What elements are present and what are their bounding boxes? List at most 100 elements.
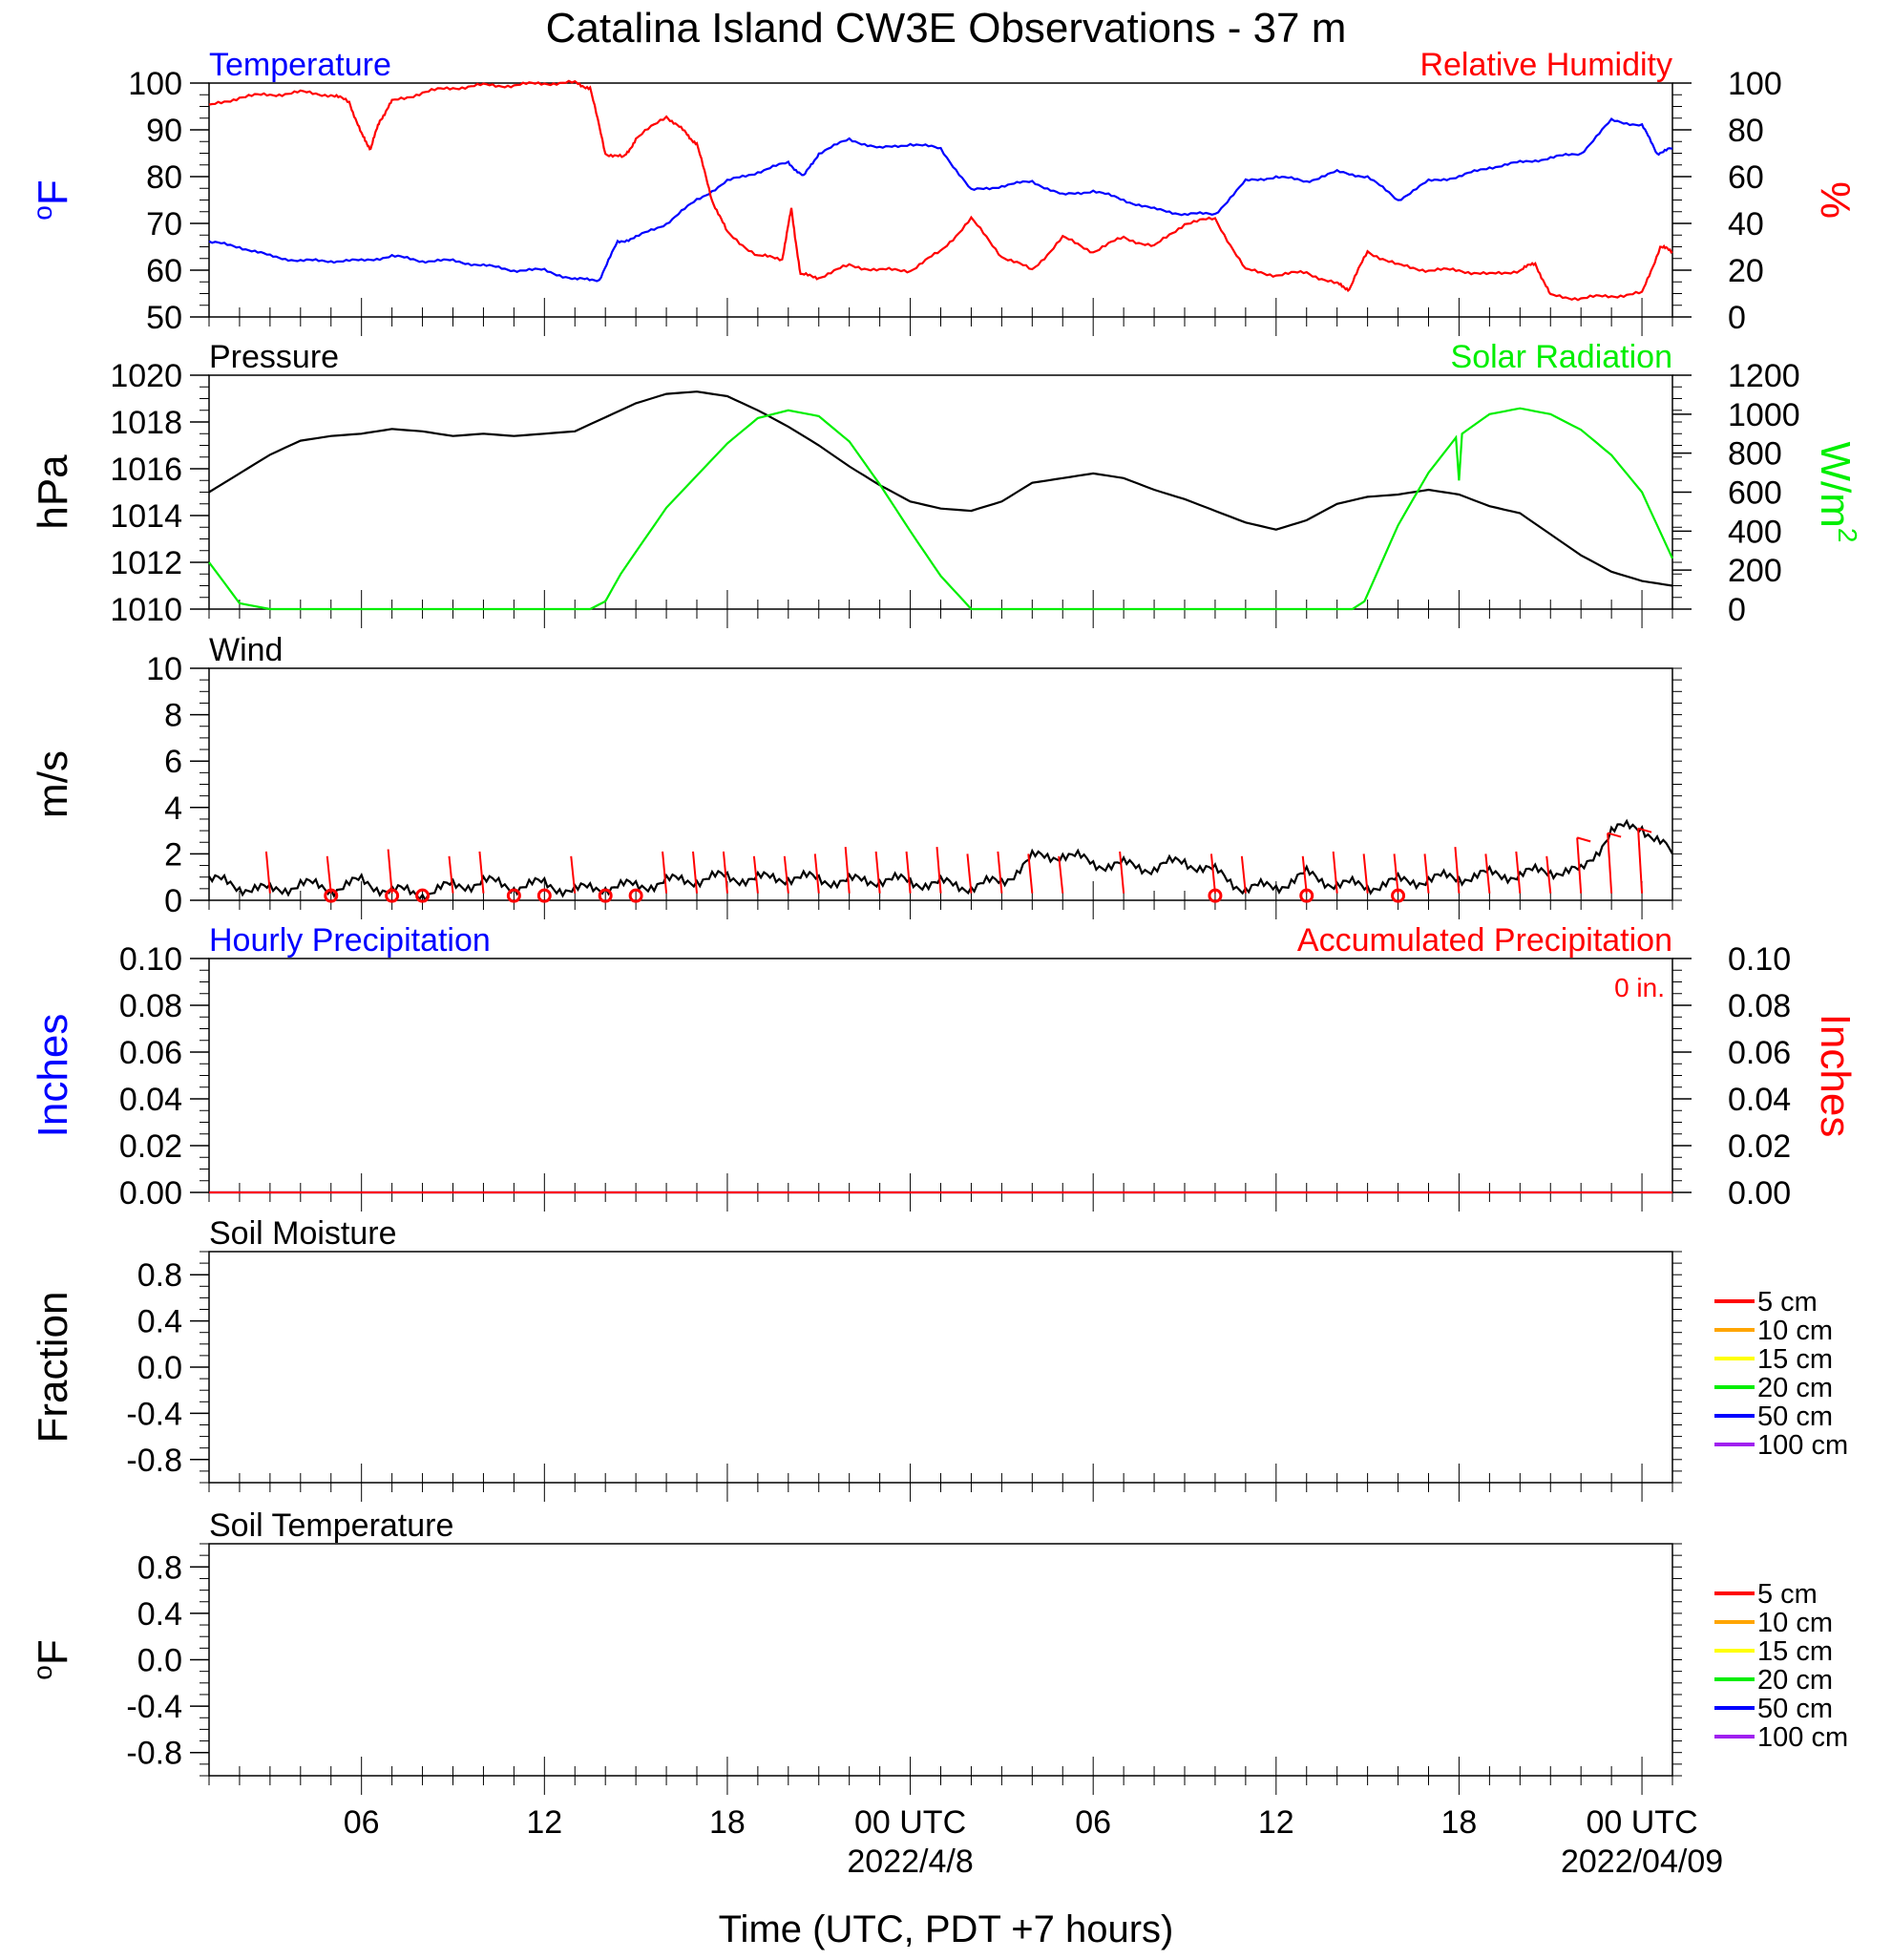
panel-wind: 0 2 4 6 8 10 Wind m/s [30, 632, 1682, 919]
legend-label: 10 cm [1757, 1316, 1833, 1346]
y2-tick-label: 40 [1728, 206, 1764, 242]
wind-barb-flag [1637, 827, 1652, 833]
plot-frame [208, 958, 1673, 1193]
panel-title-right: Solar Radiation [1451, 339, 1672, 375]
wind-barb [966, 854, 973, 894]
y-axis-label-right: % [1812, 181, 1859, 219]
calm-wind-marker [628, 888, 643, 903]
y-tick-label: 0.02 [119, 1128, 182, 1165]
wind-barb [905, 851, 912, 894]
y-tick-label: 1010 [110, 592, 182, 628]
calm-wind-marker [1208, 888, 1223, 903]
y-tick-label: 80 [146, 159, 182, 196]
wind-barb [1484, 854, 1491, 894]
wind-barb [1607, 832, 1613, 894]
legend-label: 10 cm [1757, 1608, 1833, 1638]
wind-barb [783, 855, 789, 894]
y-tick-label: 0.04 [119, 1082, 182, 1118]
y2-tick-label: 60 [1728, 159, 1764, 196]
wind-barb [1515, 851, 1522, 894]
wind-barb [844, 847, 851, 894]
series-line-relative-humidity [208, 79, 1673, 302]
y-tick-label: 0.8 [137, 1549, 182, 1586]
y-tick-label: 70 [146, 206, 182, 242]
page-title: Catalina Island CW3E Observations - 37 m [546, 5, 1347, 52]
panel-title-left: Pressure [209, 339, 339, 375]
y-tick-label: 8 [164, 698, 182, 734]
x-tick-label: 00 UTC [1586, 1804, 1697, 1841]
panel-title-left: Hourly Precipitation [209, 922, 491, 959]
x-axis-label: Time (UTC, PDT +7 hours) [719, 1908, 1174, 1950]
wind-barb [1119, 851, 1125, 894]
x-tick-label: 18 [709, 1804, 746, 1841]
y-tick-label: 50 [146, 300, 182, 336]
panel-title-left: Temperature [209, 47, 391, 83]
y-tick-label: 1012 [110, 545, 182, 581]
panel-title-left: Soil Temperature [209, 1507, 453, 1544]
y-tick-label: 6 [164, 744, 182, 780]
y-tick-label: 0.4 [137, 1304, 182, 1340]
calm-wind-marker [536, 888, 552, 903]
legend-label: 100 cm [1757, 1430, 1848, 1461]
y-tick-label: 100 [128, 66, 182, 102]
y2-tick-label: 1200 [1728, 358, 1800, 394]
x-tick-label: 00 UTC [854, 1804, 966, 1841]
x-date-label: 2022/4/8 [847, 1844, 973, 1880]
wind-barb [1576, 837, 1583, 894]
plot-frame [208, 667, 1673, 901]
x-tick-label: 12 [1258, 1804, 1294, 1841]
y-tick-label: -0.8 [126, 1736, 182, 1772]
y-axis-label-left: Fraction [30, 1292, 76, 1444]
wind-barb [1240, 855, 1247, 894]
wind-barb [1423, 854, 1430, 894]
panel-title-left: Soil Moisture [209, 1215, 397, 1252]
y2-tick-label: 0 [1728, 300, 1746, 336]
wind-barb [1301, 855, 1308, 894]
panel-title-right: Accumulated Precipitation [1297, 922, 1672, 959]
accumulated-total-label: 0 in. [1614, 973, 1665, 1002]
plot-frame [208, 1543, 1673, 1777]
wind-barb [722, 851, 728, 894]
y2-tick-label: 0 [1728, 592, 1746, 628]
wind-barb [326, 855, 332, 894]
wind-barb [935, 847, 942, 894]
wind-barb [752, 855, 759, 894]
panel-title-right: Relative Humidity [1419, 47, 1672, 83]
calm-wind-marker [324, 888, 339, 903]
y-axis-label-left: m/s [30, 750, 76, 818]
wind-barb [997, 851, 1003, 894]
calm-wind-marker [1391, 888, 1406, 903]
legend-label: 50 cm [1757, 1694, 1833, 1724]
y-tick-label: 0.4 [137, 1596, 182, 1633]
y-axis-label-left: oF [28, 179, 76, 220]
y-tick-label: 0.8 [137, 1257, 182, 1294]
wind-barb [1393, 854, 1399, 894]
plot-frame [208, 1251, 1673, 1484]
series-line-pressure [208, 390, 1673, 587]
panel-title-left: Wind [209, 632, 283, 668]
wind-barb [813, 854, 820, 894]
wind-barb [1027, 854, 1034, 894]
wind-barb-flag [1607, 832, 1622, 838]
plot-frame [208, 82, 1673, 318]
wind-barb [1362, 854, 1369, 894]
panel-precipitation: 0.00 0.02 0.04 0.06 0.08 0.10 0.00 0.02 0.04 0.06… [30, 922, 1859, 1212]
legend-label: 20 cm [1757, 1665, 1833, 1696]
y-axis-label-right: W/m2 [1812, 442, 1862, 543]
y-tick-label: 0.00 [119, 1175, 182, 1212]
y-tick-label: 10 [146, 651, 182, 687]
y-tick-label: 1016 [110, 452, 182, 488]
series-line-temperature [208, 116, 1673, 283]
y2-tick-label: 800 [1728, 436, 1782, 473]
y-tick-label: 0 [164, 883, 182, 919]
y2-tick-label: 0.04 [1728, 1082, 1791, 1118]
panel-pressure-solar: 1010 1012 1014 1016 1018 1020 0200400600800100… [30, 339, 1862, 628]
y-tick-label: 60 [146, 253, 182, 289]
wind-barb [448, 855, 454, 894]
y2-tick-label: 0.10 [1728, 941, 1791, 978]
